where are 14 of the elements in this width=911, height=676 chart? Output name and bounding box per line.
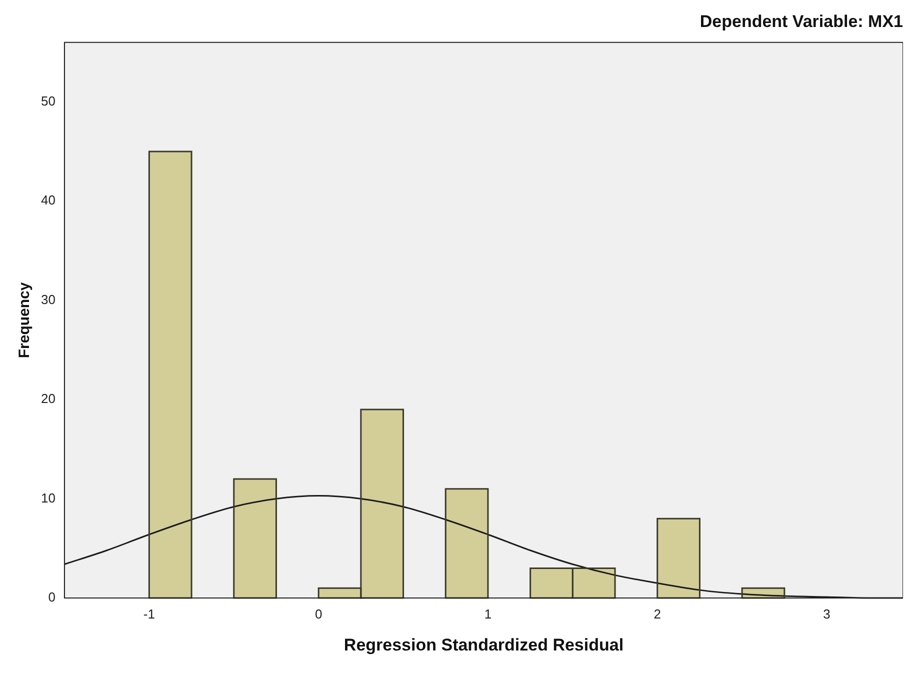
y-tick-label: 50 <box>40 94 56 109</box>
x-tick-label: 0 <box>314 606 322 622</box>
y-tick-label: 0 <box>48 590 56 605</box>
y-tick-label: 20 <box>40 391 56 406</box>
x-tick-label: 1 <box>484 606 492 622</box>
x-tick-label: -1 <box>143 606 155 622</box>
y-tick-label: 30 <box>40 292 56 307</box>
y-tick-label: 40 <box>40 192 56 208</box>
chart-title: Dependent Variable: MX1 <box>700 12 903 31</box>
y-axis-title: Frequency <box>16 282 34 358</box>
y-tick-label: 10 <box>40 490 56 506</box>
x-tick-label: 3 <box>823 606 830 622</box>
x-axis-title: Regression Standardized Residual <box>344 635 624 654</box>
x-tick-label: 2 <box>654 606 661 622</box>
